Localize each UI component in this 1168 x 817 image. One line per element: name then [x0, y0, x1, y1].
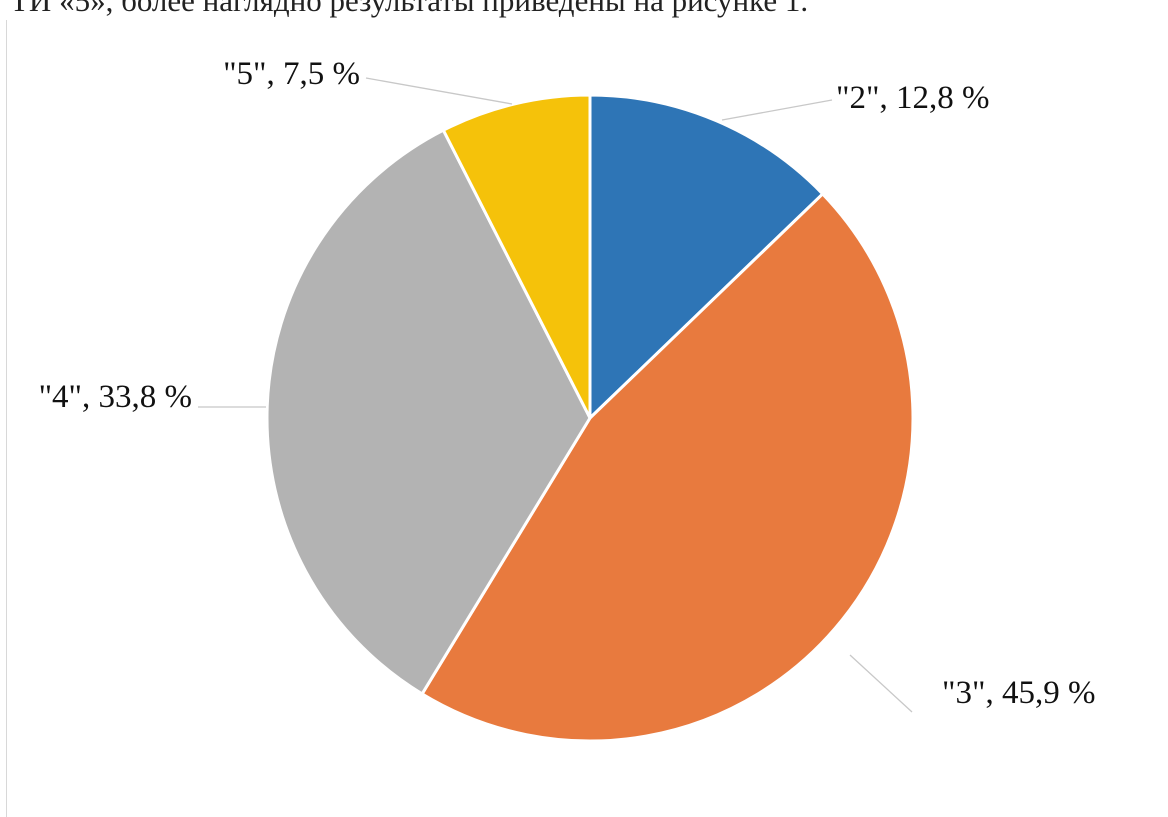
leader-lines: [198, 77, 913, 713]
pie-slice-4: [441, 93, 592, 419]
pie-slices: [265, 93, 915, 743]
pie-slice-2: [420, 191, 915, 743]
data-label-3: "4", 33,8 %: [39, 379, 192, 415]
data-label-1: "2", 12,8 %: [836, 80, 989, 116]
data-labels: "2", 12,8 % "3", 45,9 % "4", 33,8 % "5", 7,…: [39, 56, 1096, 711]
leader-line-2: [849, 654, 913, 713]
data-label-4: "5", 7,5 %: [223, 56, 360, 92]
leader-line-1: [721, 99, 833, 121]
pie-slice-1: [588, 93, 825, 422]
leader-line-4: [365, 77, 513, 105]
pie-slice-3: [265, 128, 592, 696]
cropped-caption-text: ТИ «5», более наглядно результаты привед…: [10, 0, 809, 18]
data-label-2: "3", 45,9 %: [942, 675, 1095, 711]
chart-frame-edge: [6, 20, 7, 817]
